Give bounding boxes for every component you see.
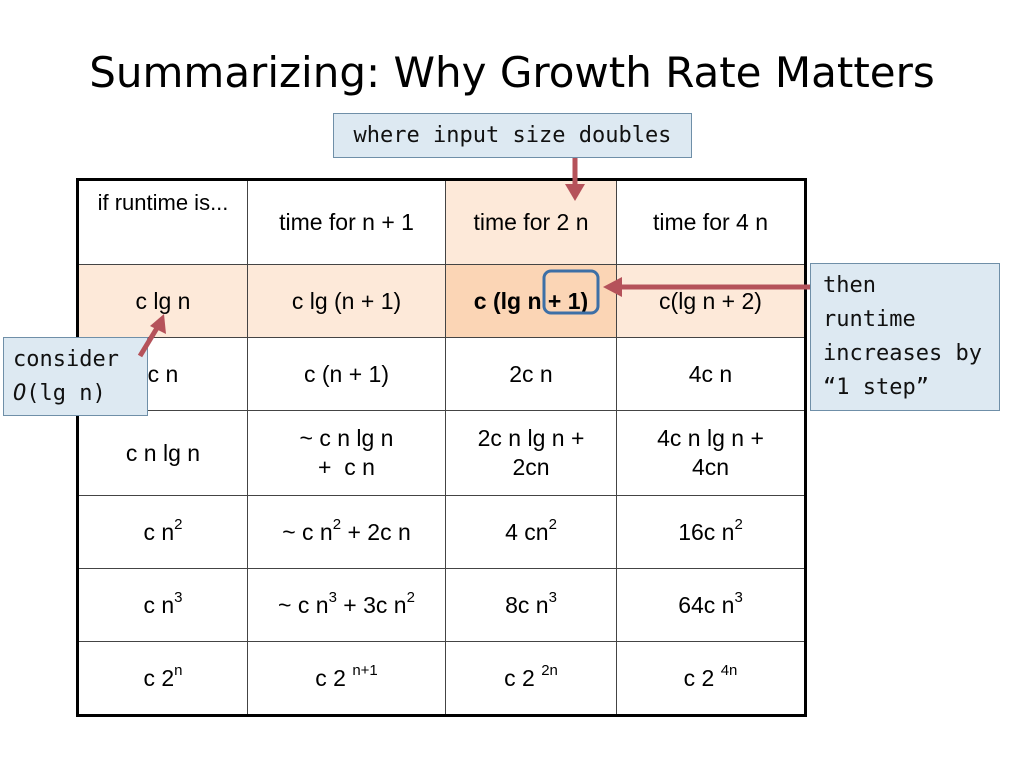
- table-cell: c 2 2n: [445, 641, 617, 716]
- table-cell: c (n + 1): [247, 337, 446, 411]
- table-cell: ~ c n2 + 2c n: [247, 495, 446, 569]
- table-row: c n2 ~ c n2 + 2c n 4 cn2 16c n2: [77, 495, 806, 569]
- table-cell: 64c n3: [616, 568, 806, 642]
- table-cell: 4 cn2: [445, 495, 617, 569]
- cell-tail: + 2c n: [341, 518, 411, 545]
- table-cell: c(lg n + 2): [616, 264, 806, 338]
- cell-exponent: 2: [406, 588, 415, 606]
- cell-exponent: 3: [174, 588, 183, 606]
- table-header-row: if runtime is... time for n + 1 time for…: [77, 179, 806, 265]
- table-cell: c 2n: [77, 641, 248, 716]
- callout-line: increases by: [823, 341, 982, 366]
- table-cell-highlighted: c (lg n + 1): [445, 264, 617, 338]
- cell-exponent: 4n: [720, 661, 738, 679]
- callout-line: “1 step”: [823, 375, 929, 400]
- table-row: c 2n c 2 n+1 c 2 2n c 2 4n: [77, 641, 806, 716]
- table-cell: ~ c n lg n + c n: [247, 410, 446, 496]
- runtime-step-callout: then runtime increases by “1 step”: [810, 263, 1000, 411]
- cell-exponent: 2n: [541, 661, 558, 679]
- cell-exponent: n: [174, 661, 183, 679]
- header-cell: time for 4 n: [616, 179, 806, 265]
- cell-base: 64c n: [678, 591, 735, 618]
- table-row: c n c (n + 1) 2c n 4c n: [77, 337, 806, 411]
- cell-base: c 2: [504, 664, 542, 691]
- cell-tail: + 3c n: [336, 591, 407, 618]
- table-cell: c n lg n: [77, 410, 248, 496]
- growth-rate-table: if runtime is... time for n + 1 time for…: [76, 178, 807, 717]
- cell-line: 4c n lg n +: [657, 425, 764, 452]
- cell-line: 2c n lg n +: [477, 425, 585, 452]
- table-row: c n lg n ~ c n lg n + c n 2c n lg n + 2c…: [77, 410, 806, 496]
- cell-exponent: 3: [734, 588, 743, 606]
- cell-base: ~ c n: [282, 518, 333, 545]
- cell-base: c n: [143, 591, 175, 618]
- header-cell: if runtime is...: [77, 179, 248, 265]
- table-row: c lg n c lg (n + 1) c (lg n + 1) c(lg n …: [77, 264, 806, 338]
- table-cell: c 2 n+1: [247, 641, 446, 716]
- cell-base: c 2: [315, 664, 353, 691]
- table-cell: ~ c n3 + 3c n2: [247, 568, 446, 642]
- table-cell: 8c n3: [445, 568, 617, 642]
- cell-base: c 2: [683, 664, 721, 691]
- cell-exponent: n+1: [352, 661, 378, 679]
- callout-line: then: [823, 273, 876, 298]
- cell-base: 4 cn: [505, 518, 549, 545]
- table-cell: 4c n: [616, 337, 806, 411]
- table-cell: c lg (n + 1): [247, 264, 446, 338]
- big-o-letter: O: [13, 381, 27, 406]
- table-row: c n3 ~ c n3 + 3c n2 8c n3 64c n3: [77, 568, 806, 642]
- cell-line: + c n: [318, 454, 375, 480]
- callout-line: runtime: [823, 307, 916, 332]
- cell-exponent: 3: [548, 588, 557, 606]
- cell-line: ~ c n lg n: [299, 425, 394, 452]
- cell-exponent: 2: [332, 515, 342, 533]
- table-cell: 16c n2: [616, 495, 806, 569]
- input-doubles-callout: where input size doubles: [333, 113, 692, 158]
- slide-title: Summarizing: Why Growth Rate Matters: [89, 48, 935, 97]
- table-cell: c n2: [77, 495, 248, 569]
- header-cell: time for n + 1: [247, 179, 446, 265]
- cell-line: 2cn: [512, 454, 550, 480]
- table-cell: c 2 4n: [616, 641, 806, 716]
- big-o-argument: (lg n): [26, 381, 106, 406]
- consider-callout: consider O(lg n): [3, 337, 148, 416]
- cell-exponent: 2: [174, 515, 183, 533]
- cell-exponent: 3: [328, 588, 337, 606]
- table-cell: 4c n lg n + 4cn: [616, 410, 806, 496]
- cell-line: 4cn: [691, 454, 730, 480]
- cell-base: ~ c n: [278, 591, 329, 618]
- cell-exponent: 2: [734, 515, 743, 533]
- cell-exponent: 2: [548, 515, 557, 533]
- callout-line: O(lg n): [13, 377, 147, 411]
- cell-base: c n: [143, 518, 175, 545]
- table-cell: c n3: [77, 568, 248, 642]
- cell-base: c 2: [143, 664, 175, 691]
- table-cell: c lg n: [77, 264, 248, 338]
- table-cell: 2c n: [445, 337, 617, 411]
- table-cell: 2c n lg n + 2cn: [445, 410, 617, 496]
- header-cell: time for 2 n: [445, 179, 617, 265]
- callout-line: consider: [13, 347, 119, 372]
- cell-base: 8c n: [505, 591, 549, 618]
- cell-base: 16c n: [678, 518, 735, 545]
